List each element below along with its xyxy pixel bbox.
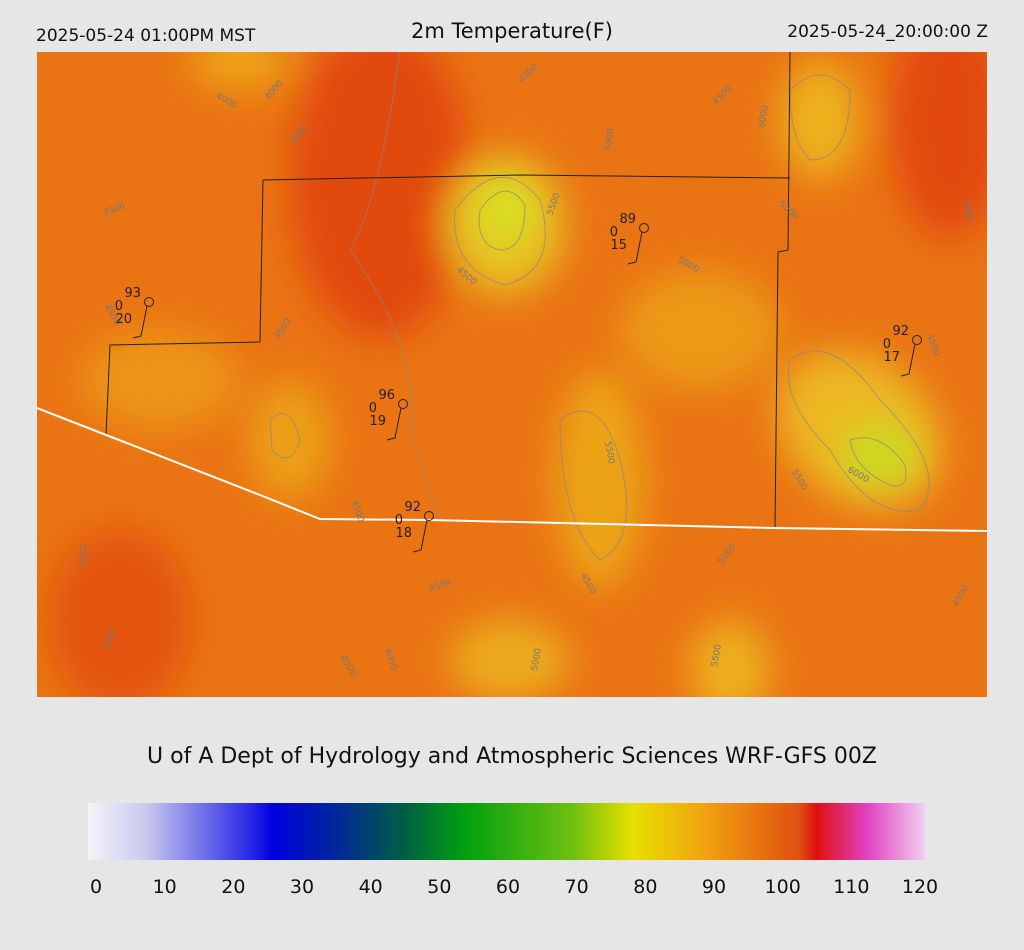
contour-label: 5000	[530, 647, 544, 672]
title: 2m Temperature(F)	[411, 19, 613, 43]
station-wind: 0	[369, 401, 377, 416]
station-dewpoint: 18	[395, 526, 412, 541]
colorbar-tick-label: 10	[152, 876, 177, 898]
contour-label: 4000	[960, 198, 974, 223]
colorbar-tick-label: 120	[901, 876, 939, 898]
colorbar-tick-label: 20	[221, 876, 246, 898]
station-dewpoint: 19	[369, 414, 386, 429]
station-wind: 0	[883, 337, 891, 352]
colorbar-tick-label: 0	[89, 876, 103, 898]
station-temp: 89	[619, 212, 636, 227]
colorbar-tick-label: 60	[495, 876, 521, 898]
wind-barb	[132, 305, 148, 339]
utc-time: 2025-05-24_20:00:00 Z	[787, 22, 988, 42]
colorbar-tick-label: 50	[427, 876, 452, 898]
wind-barb	[627, 231, 643, 265]
station-temp: 92	[404, 500, 421, 515]
wind-barb	[900, 343, 916, 377]
station-marker	[424, 511, 434, 521]
contour-label: 5000	[757, 104, 771, 129]
station-temp: 92	[892, 324, 909, 339]
station-wind: 0	[610, 225, 618, 240]
colorbar-tick-label: 100	[764, 876, 801, 898]
wind-barb	[386, 407, 402, 441]
local-time: 2025-05-24 01:00PM MST	[36, 26, 256, 46]
station-temp: 93	[124, 286, 141, 301]
station-marker	[639, 223, 649, 233]
station-marker	[144, 297, 154, 307]
wind-barb	[412, 519, 428, 553]
station-wind: 0	[115, 299, 123, 314]
footer: U of A Dept of Hydrology and Atmospheric…	[147, 744, 877, 769]
station-wind: 0	[395, 513, 403, 528]
station-dewpoint: 15	[610, 238, 627, 253]
colorbar-tick-label: 70	[564, 876, 589, 898]
station-temp: 96	[378, 388, 395, 403]
station-marker	[912, 335, 922, 345]
colorbar-tick-label: 80	[633, 876, 658, 898]
colorbar-tick-label: 110	[833, 876, 870, 898]
station-dewpoint: 20	[115, 312, 132, 327]
contour-label: 5500	[602, 441, 616, 466]
contour-label: 5500	[710, 643, 724, 668]
contour-label: 3500	[77, 544, 87, 567]
contour-label: 5000	[603, 127, 617, 152]
colorbar	[88, 803, 925, 860]
colorbar-tick-label: 40	[358, 876, 383, 898]
colorbar-tick-label: 90	[701, 876, 727, 898]
colorbar-tick-label: 30	[289, 876, 315, 898]
station-dewpoint: 17	[883, 350, 900, 365]
station-marker	[398, 399, 408, 409]
